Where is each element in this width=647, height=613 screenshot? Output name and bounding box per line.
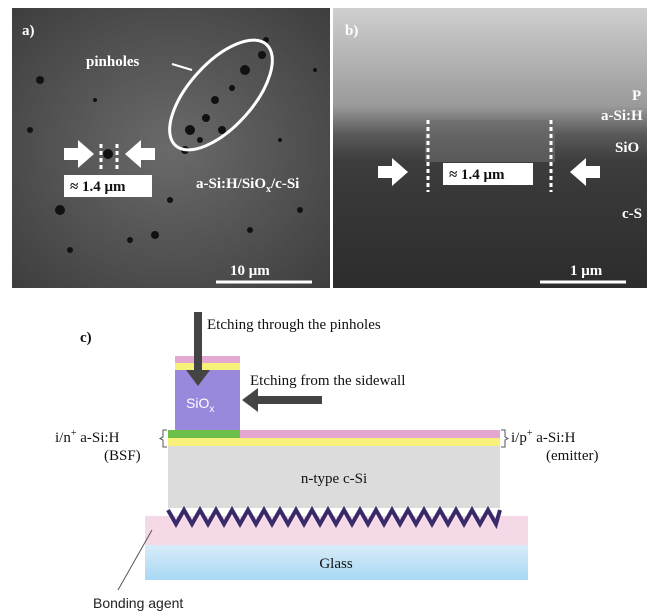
- width-label: ≈ 1.4 μm: [70, 179, 126, 195]
- pinhole: [103, 149, 113, 159]
- subscript: x: [209, 404, 214, 415]
- annotation: pinholes: [86, 54, 140, 70]
- width-label: ≈ 1.4 μm: [449, 167, 505, 183]
- text: a-Si:H/SiO: [196, 176, 266, 192]
- text: /c-Si: [270, 176, 299, 192]
- layer-label: Glass: [319, 556, 352, 572]
- panel-label: a): [22, 23, 35, 39]
- pinhole: [55, 205, 65, 215]
- text: i/n: [55, 430, 71, 446]
- text: SiO: [186, 395, 209, 411]
- sem-image-a: [12, 8, 330, 288]
- pinhole: [151, 231, 159, 239]
- pinhole: [218, 126, 226, 134]
- layer-note: (emitter): [546, 448, 598, 464]
- bracket: [160, 430, 167, 447]
- layer-label: SiO: [615, 140, 639, 156]
- layer-note: (BSF): [104, 448, 141, 464]
- top-p-layer: [175, 356, 240, 363]
- text: i/p: [511, 430, 527, 446]
- pinhole: [211, 96, 219, 104]
- layer-label: a-Si:H: [601, 108, 643, 124]
- pinhole: [27, 127, 33, 133]
- cavity: [425, 120, 555, 162]
- layer-label: n-type c-Si: [301, 471, 367, 487]
- panel-label: c): [80, 330, 92, 346]
- pinhole: [240, 65, 250, 75]
- arrow-left: [242, 388, 322, 412]
- annotation: Etching from the sidewall: [250, 373, 405, 389]
- pinhole: [202, 114, 210, 122]
- intrinsic-layer: [168, 438, 500, 446]
- panel-label: b): [345, 23, 358, 39]
- p-layer: [240, 430, 500, 438]
- pinhole: [36, 76, 44, 84]
- pinhole: [93, 98, 97, 102]
- pinhole: [297, 207, 303, 213]
- annotation: Etching through the pinholes: [207, 317, 381, 333]
- pinhole: [258, 51, 266, 59]
- pinhole: [67, 247, 73, 253]
- pinhole: [197, 137, 203, 143]
- text: a-Si:H: [76, 430, 119, 446]
- pinhole: [185, 125, 195, 135]
- n-layer: [168, 430, 240, 438]
- scale-label: 10 μm: [230, 263, 270, 279]
- layer-label: c-S: [622, 206, 642, 222]
- bracket: [501, 430, 508, 447]
- pinhole: [247, 227, 253, 233]
- text: a-Si:H: [532, 430, 575, 446]
- pinhole: [229, 85, 235, 91]
- layer-label: i/n+ a-Si:H: [55, 428, 120, 446]
- scale-label: 1 μm: [570, 263, 603, 279]
- layer-label: Bonding agent: [93, 595, 183, 611]
- top-i-layer: [175, 363, 240, 370]
- pinhole: [167, 197, 173, 203]
- pinhole: [313, 68, 317, 72]
- figure: a) pinholes ≈ 1.4 μm a-Si:H/SiO x/c-Si 10…: [0, 0, 647, 613]
- pinhole: [127, 237, 133, 243]
- layer-label: P: [632, 88, 641, 104]
- layer-label: i/p+ a-Si:H: [511, 428, 576, 446]
- pinhole: [278, 138, 282, 142]
